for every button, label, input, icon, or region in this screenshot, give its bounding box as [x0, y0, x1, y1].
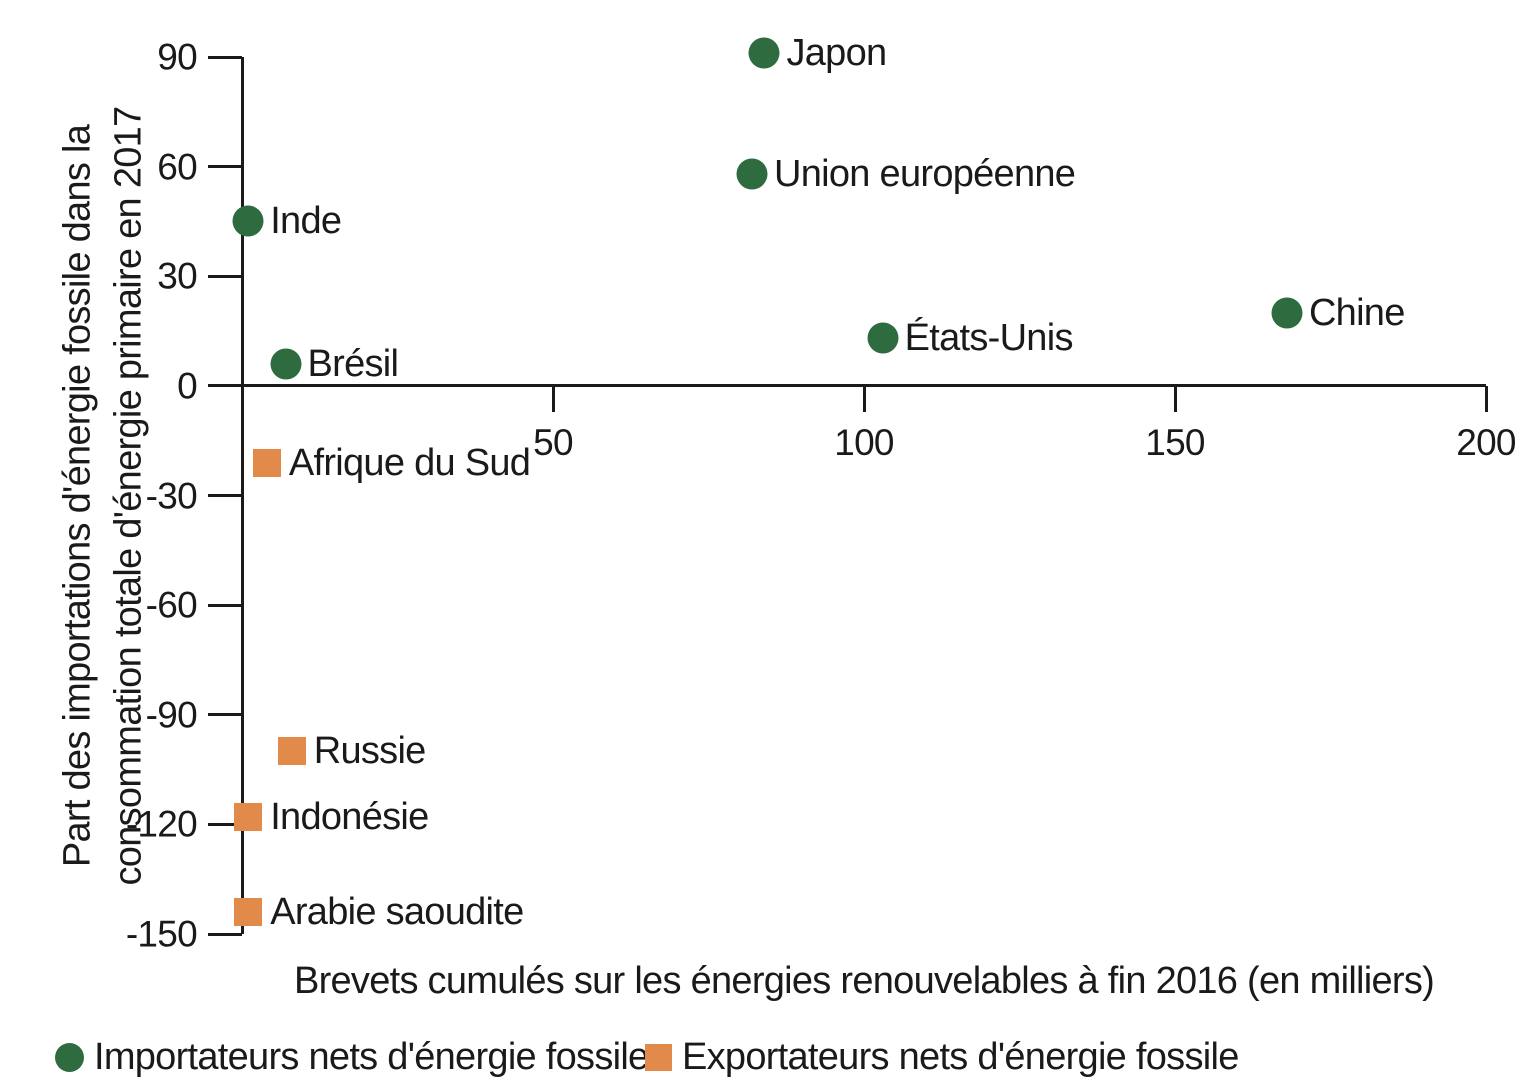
y-tick	[208, 822, 242, 826]
x-tick	[862, 385, 866, 412]
data-point-label: Inde	[270, 200, 342, 243]
y-tick	[208, 384, 242, 388]
y-tick-label: -120	[125, 803, 198, 845]
data-point-circle	[748, 37, 780, 69]
data-point-label: Brésil	[307, 342, 399, 385]
y-tick	[208, 713, 242, 717]
y-tick	[208, 603, 242, 607]
data-point-label: Union européenne	[774, 152, 1076, 195]
data-point-square	[277, 737, 306, 766]
data-point-label: Chine	[1308, 291, 1405, 334]
data-point-label: Russie	[313, 730, 427, 773]
y-tick	[208, 932, 242, 936]
y-tick	[208, 494, 242, 497]
x-tick	[551, 385, 555, 412]
x-axis-title: Brevets cumulés sur les énergies renouve…	[293, 960, 1435, 1002]
y-tick-label: 30	[157, 255, 197, 297]
x-tick-label: 100	[834, 421, 894, 463]
legend-item-importers: Importateurs nets d'énergie fossile	[55, 1036, 649, 1078]
y-tick-label: -30	[145, 475, 198, 516]
data-point-circle	[232, 205, 264, 237]
legend: Importateurs nets d'énergie fossile Expo…	[0, 1038, 1536, 1088]
x-tick-label: 150	[1145, 421, 1205, 463]
x-tick	[1484, 385, 1488, 412]
y-tick	[208, 55, 242, 59]
data-point-label: Arabie saoudite	[270, 891, 524, 934]
y-tick	[208, 165, 242, 169]
y-tick-label: -90	[145, 694, 198, 736]
data-point-circle	[270, 348, 302, 380]
x-tick-label: 200	[1456, 421, 1516, 463]
data-point-circle	[736, 158, 768, 190]
data-point-label: États-Unis	[904, 317, 1074, 360]
data-point-label: Indonésie	[270, 796, 429, 839]
data-point-circle	[867, 322, 899, 354]
y-tick-label: 0	[177, 365, 198, 407]
plot-area: 90 60 30 0 -30 -60 -90 -120 -150 50 100 150 200 Japon…	[126, 34, 1517, 952]
y-axis-line	[240, 57, 244, 934]
y-tick-label: -150	[125, 913, 198, 955]
data-point-label: Japon	[786, 32, 887, 75]
y-tick-label: 90	[157, 36, 197, 78]
legend-item-exporters: Exportateurs nets d'énergie fossile	[645, 1038, 1239, 1076]
exporters-square-icon	[645, 1043, 672, 1071]
data-point-circle	[1271, 297, 1303, 329]
x-tick-label: 50	[533, 421, 573, 463]
importers-circle-icon	[55, 1042, 84, 1072]
data-point-square	[252, 448, 281, 477]
data-point-square	[234, 898, 263, 927]
legend-exporters-label: Exportateurs nets d'énergie fossile	[682, 1036, 1239, 1078]
y-tick-label: 60	[157, 146, 197, 188]
data-point-label: Afrique du Sud	[288, 441, 531, 484]
legend-importers-label: Importateurs nets d'énergie fossile	[94, 1036, 649, 1078]
y-tick	[208, 274, 242, 278]
y-tick-label: -60	[145, 584, 198, 626]
data-point-square	[234, 803, 263, 832]
x-tick	[1173, 385, 1177, 412]
